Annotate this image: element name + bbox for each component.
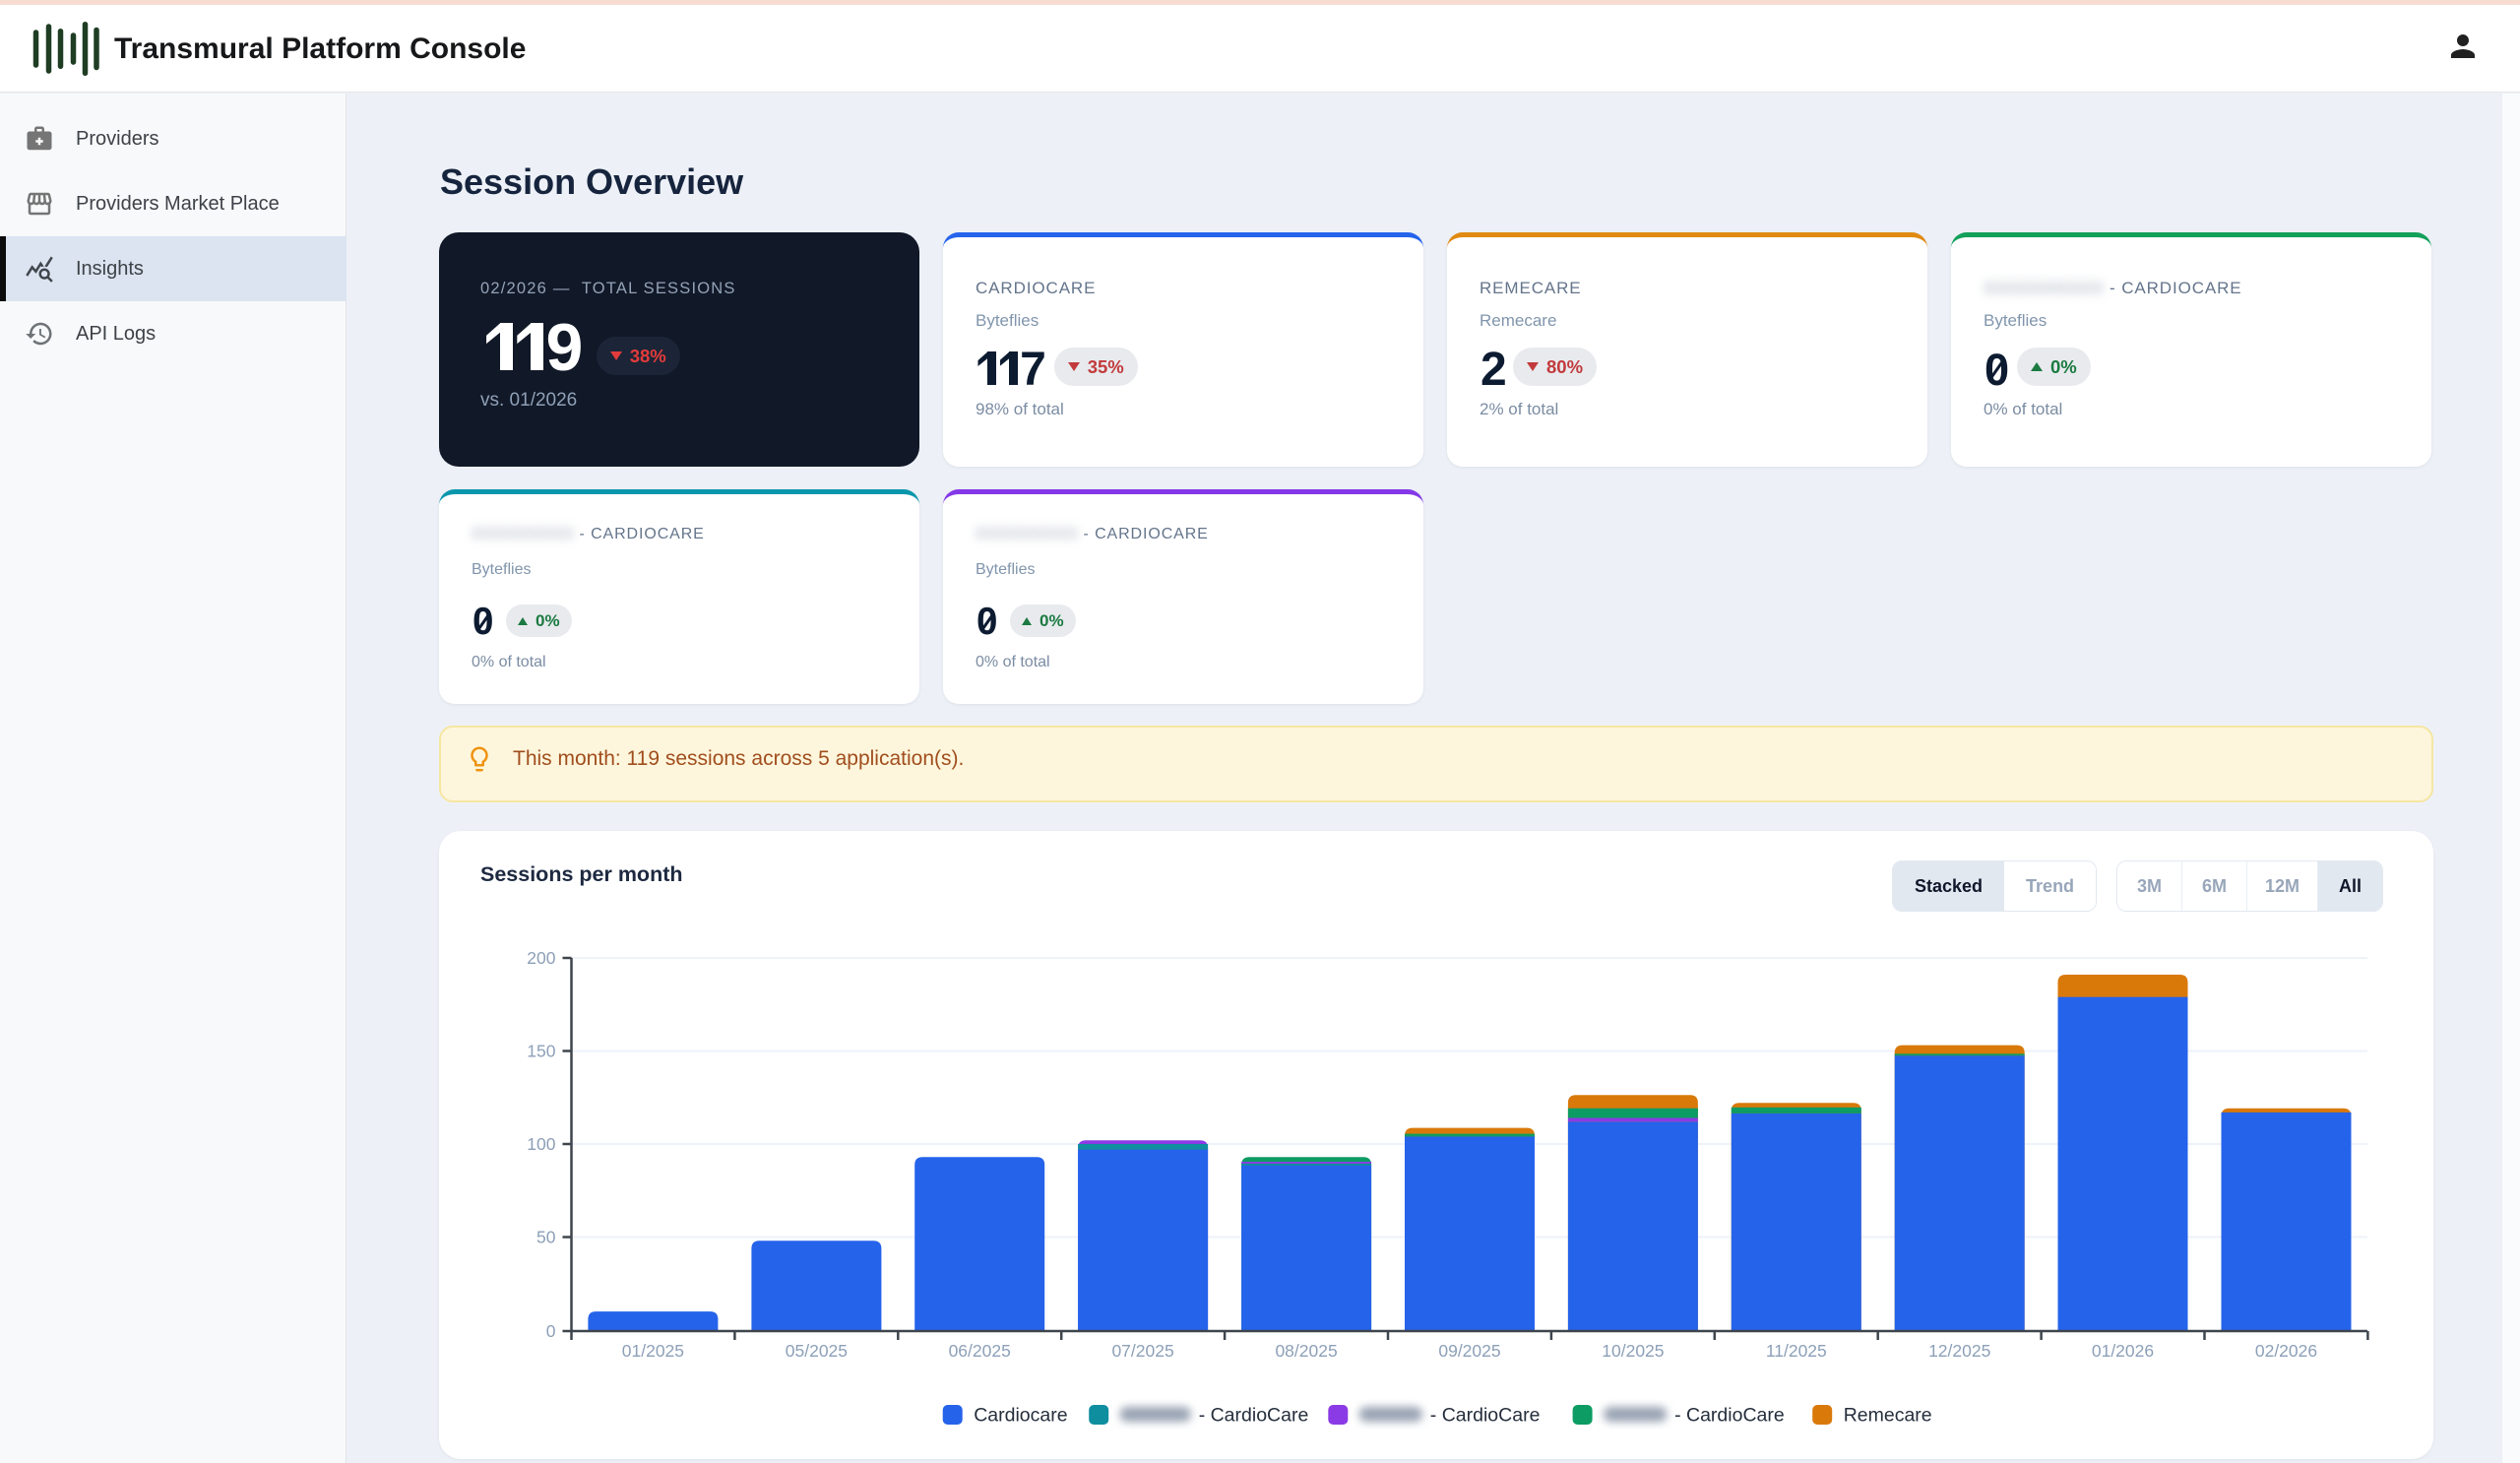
- svg-text:11/2025: 11/2025: [1766, 1341, 1827, 1361]
- svg-text:09/2025: 09/2025: [1438, 1341, 1500, 1361]
- svg-text:200: 200: [527, 948, 555, 968]
- svg-text:07/2025: 07/2025: [1111, 1341, 1173, 1361]
- svg-text:Cardiocare: Cardiocare: [974, 1405, 1067, 1427]
- svg-text:10/2025: 10/2025: [1602, 1341, 1664, 1361]
- svg-text:150: 150: [527, 1042, 555, 1061]
- svg-text:50: 50: [536, 1228, 556, 1247]
- svg-text:01/2026: 01/2026: [2092, 1341, 2154, 1361]
- svg-text:01/2025: 01/2025: [622, 1341, 684, 1361]
- svg-text:0: 0: [546, 1321, 556, 1341]
- svg-text:12/2025: 12/2025: [1928, 1341, 1990, 1361]
- svg-text:05/2025: 05/2025: [786, 1341, 848, 1361]
- svg-text:100: 100: [527, 1134, 555, 1154]
- svg-text:06/2025: 06/2025: [949, 1341, 1011, 1361]
- svg-text:- CardioCare: - CardioCare: [1674, 1405, 1785, 1427]
- svg-text:- CardioCare: - CardioCare: [1430, 1405, 1541, 1427]
- svg-text:Remecare: Remecare: [1844, 1405, 1932, 1427]
- svg-text:02/2026: 02/2026: [2255, 1341, 2317, 1361]
- svg-text:08/2025: 08/2025: [1275, 1341, 1337, 1361]
- svg-text:- CardioCare: - CardioCare: [1199, 1405, 1309, 1427]
